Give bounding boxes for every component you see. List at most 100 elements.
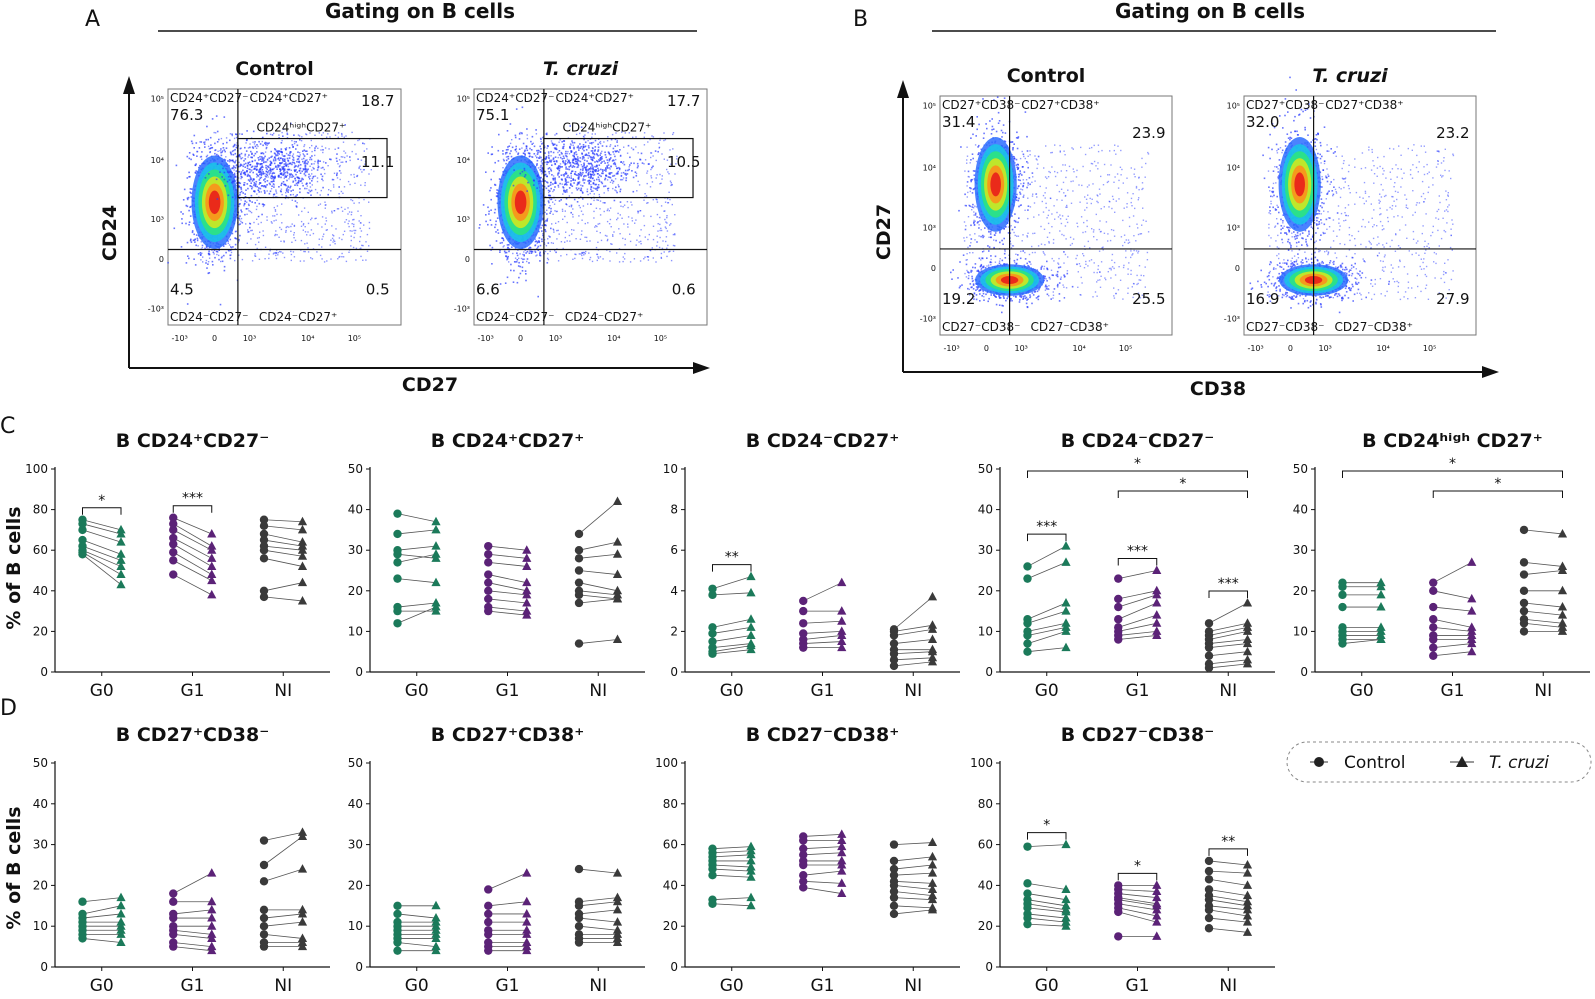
panel-a-gating-title: Gating on B cells [325,0,515,23]
quadrant-value-bottom-right: 0.6 [672,280,696,298]
y-tick-label: 50 [348,756,363,770]
flow-y-tick: 10⁵ [1227,102,1240,111]
y-tick-label: 0 [985,665,993,679]
pair-line [1028,914,1067,918]
y-tick-label: 4 [670,584,678,598]
tcruzi-point [116,580,125,589]
flow-plot-b-control: ControlCD27⁺CD38⁻31.4CD27⁺CD38⁺23.919.2C… [920,65,1172,353]
control-point [484,885,492,893]
pair-line [894,857,933,861]
control-point [890,902,898,910]
pair-line [713,644,752,648]
significance-bracket [1209,591,1248,598]
tcruzi-point [116,938,125,947]
x-category-label: NI [904,976,922,995]
quadrant-label-bottom-right: CD24⁻CD27⁺ [565,310,643,324]
pair-line [1524,623,1563,627]
pair-line [83,524,122,534]
control-point [1023,574,1031,582]
quadrant-label-bottom-left: CD27⁻CD38⁻ [942,320,1020,334]
pair-line [579,640,618,644]
flow-x-tick: 0 [212,334,217,343]
y-tick-label: 60 [33,543,48,557]
flow-y-tick: 10⁵ [457,94,470,103]
y-tick-label: 40 [978,878,993,892]
pair-line [83,552,122,574]
pair-line [1524,562,1563,566]
control-point [260,836,268,844]
control-point [260,593,268,601]
x-category-label: G0 [405,681,429,701]
quadrant-label-bottom-left: CD24⁻CD27⁻ [170,310,248,324]
pair-line [264,869,303,881]
control-point [169,540,177,548]
x-category-label: G1 [181,681,205,701]
control-point [1205,619,1213,627]
flow-y-tick: 0 [159,255,164,264]
control-point [890,662,898,670]
pair-line [1118,631,1157,635]
pair-line [488,591,527,595]
pair-line [1433,627,1472,631]
flow-y-tick: -10³ [1224,314,1240,323]
pair-line [173,930,212,934]
pair-line [1118,623,1157,631]
significance-bracket [83,508,122,515]
panel-letter-c: C [0,414,15,439]
pair-line [173,947,212,951]
y-tick-label: 10 [978,624,993,638]
tcruzi-point [746,893,755,902]
tcruzi-point [613,496,622,505]
pair-line [83,530,122,542]
control-point [393,530,401,538]
pair-line [894,658,933,660]
flow-x-tick: -10³ [1247,344,1263,353]
tcruzi-point [207,897,216,906]
control-point [78,898,86,906]
control-point [575,902,583,910]
control-point [1338,583,1346,591]
pair-line [83,898,122,902]
pair-line [579,599,618,603]
pair-line [398,607,437,623]
gate-value-high: 11.1 [361,153,394,171]
flow-y-tick: 10⁵ [151,94,164,103]
control-point [260,546,268,554]
quadrant-value-top-left: 32.0 [1246,113,1279,131]
pair-line [803,583,842,601]
quadrant-label-bottom-left: CD24⁻CD27⁻ [476,310,554,324]
quadrant-label-top-right: CD24⁺CD27⁺ [556,91,634,105]
pair-line [1028,918,1067,922]
tcruzi-point [207,905,216,914]
panel-a-y-axis-title: CD24 [99,205,121,261]
y-tick-label: 40 [1293,503,1308,517]
control-point [1205,664,1213,672]
pair-line [173,524,212,546]
tcruzi-point [1152,931,1161,940]
flow-y-tick: -10³ [148,304,164,313]
tcruzi-point [837,616,846,625]
control-point [260,554,268,562]
pair-line [173,910,212,914]
tcruzi-point [928,852,937,861]
control-point [484,910,492,918]
legend: Control T. cruzi [1287,742,1591,782]
x-category-label: G1 [1441,681,1465,701]
pair-line [1433,562,1472,582]
pair-line [398,554,437,562]
significance-label: *** [182,491,203,507]
tcruzi-point [613,635,622,644]
y-tick-label: 100 [970,756,993,770]
control-point [484,918,492,926]
quadrant-label-bottom-right: CD27⁻CD38⁺ [1030,320,1108,334]
control-point [1429,652,1437,660]
control-point [393,558,401,566]
pair-line [713,577,752,589]
control-point [575,865,583,873]
y-tick-label: 80 [33,503,48,517]
control-point [575,639,583,647]
chart-title: B CD24⁺CD27⁻ [116,430,269,452]
control-point [393,574,401,582]
pair-line [1118,894,1157,898]
